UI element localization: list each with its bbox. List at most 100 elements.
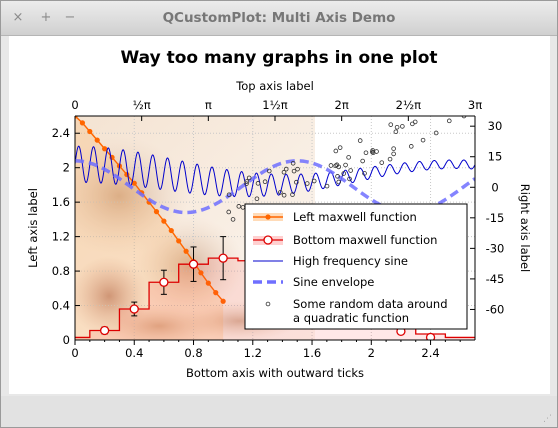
left-maxwell-point	[124, 171, 130, 178]
maximize-button[interactable]: +	[40, 10, 52, 25]
left-maxwell-point	[79, 120, 86, 126]
scatter-point	[335, 174, 340, 179]
left-maxwell-fill	[75, 116, 224, 340]
plot-widget[interactable]: Way too many graphs in one plot 0 0.4 0.8 1…	[9, 36, 550, 394]
resize-grip-icon[interactable]: ⋰	[543, 414, 552, 424]
scatter-point	[455, 89, 459, 93]
scatter-point	[290, 161, 296, 166]
top-axis-label: Top axis label	[235, 79, 314, 93]
scatter-point	[391, 151, 396, 157]
plot-canvas[interactable]: Way too many graphs in one plot 0 0.4 0.8 1…	[9, 36, 550, 394]
top-tick-label: 2π	[335, 98, 349, 112]
high-frequency-sine-line	[75, 145, 475, 198]
scatter-point	[244, 181, 249, 186]
left-tick-label: 0.4	[52, 299, 70, 313]
scatter-point	[266, 168, 272, 174]
scatter-point	[246, 175, 252, 181]
legend-label-random-data: Some random data around a quadratic funct…	[293, 297, 448, 325]
scatter-point	[337, 145, 343, 150]
scatter-point	[379, 160, 385, 165]
scatter-point	[408, 144, 414, 149]
background-image	[75, 116, 315, 340]
right-tick-label: -45	[486, 272, 505, 286]
left-maxwell-point	[198, 270, 204, 276]
right-tick-label: -15	[486, 211, 505, 225]
scatter-point	[262, 179, 268, 184]
close-button[interactable]: ×	[12, 10, 24, 25]
left-maxwell-point	[168, 227, 174, 234]
scatter-point	[230, 217, 236, 222]
scatter-point	[348, 168, 353, 173]
scatter-point	[336, 164, 342, 170]
left-tick-label: 0.8	[52, 264, 70, 278]
scatter-point	[254, 196, 260, 202]
scatter-point	[388, 122, 394, 127]
window-title: QCustomPlot: Multi Axis Demo	[162, 10, 396, 26]
scatter-point	[336, 179, 341, 185]
scatter-point	[226, 209, 232, 215]
top-tick-label: 3π	[468, 98, 482, 112]
scatter-point	[391, 146, 396, 151]
scatter-point	[347, 176, 352, 182]
bottom-maxwell-point	[129, 304, 139, 314]
status-bar: ⋰	[1, 396, 557, 427]
bottom-tick-label: 1.2	[244, 346, 262, 360]
scatter-point	[357, 138, 363, 143]
scatter-point	[311, 178, 317, 184]
minimize-button[interactable]: −	[64, 10, 76, 25]
scatter-point	[374, 149, 379, 154]
scatter-point	[236, 204, 242, 209]
scatter-point	[341, 171, 347, 176]
right-tick-label: 0	[491, 180, 498, 194]
legend-label-bottom-maxwell: Bottom maxwell function	[293, 233, 437, 247]
left-maxwell-point	[213, 290, 219, 296]
left-maxwell-point	[205, 280, 211, 286]
scatter-point	[333, 148, 339, 154]
scatter-point	[343, 162, 348, 168]
bottom-tick-label: 2	[368, 346, 375, 360]
scatter-point	[363, 150, 369, 156]
right-tick-label: 15	[488, 150, 503, 164]
scatter-point	[328, 163, 334, 168]
legend-box	[244, 203, 468, 330]
scatter-point	[291, 168, 297, 174]
scatter-point	[370, 148, 375, 153]
bottom-maxwell-point	[425, 332, 436, 340]
bottom-tick-label: 1.6	[303, 346, 321, 360]
scatter-point	[290, 192, 295, 197]
right-tick-label: 30	[488, 119, 503, 133]
left-maxwell-point	[94, 137, 100, 143]
top-tick-label: ½π	[133, 98, 151, 112]
scatter-point	[462, 108, 466, 112]
scatter-point	[458, 83, 462, 87]
scatter-point	[393, 129, 399, 135]
scatter-point	[255, 181, 261, 186]
left-axis-label: Left axis label	[26, 188, 40, 268]
left-maxwell-point	[161, 218, 167, 224]
left-maxwell-point	[183, 248, 189, 254]
title-bar: × + − QCustomPlot: Multi Axis Demo	[1, 1, 557, 36]
left-maxwell-point	[220, 298, 226, 304]
legend-swatch-bottom-maxwell-point	[263, 235, 273, 245]
left-tick-label: 1.2	[52, 230, 70, 244]
legend-label-high-frequency-sine: High frequency sine	[293, 254, 408, 268]
bottom-maxwell-point	[218, 253, 228, 263]
bottom-axis-label: Bottom axis with outward ticks	[186, 366, 364, 380]
left-maxwell-point	[131, 180, 137, 186]
legend-swatch-scatter	[265, 301, 271, 307]
scatter-point	[360, 158, 365, 164]
scatter-point	[438, 94, 442, 98]
bottom-tick-label: 0.4	[125, 346, 143, 360]
right-tick-label: -30	[486, 241, 505, 255]
scatter-point	[400, 124, 405, 129]
left-maxwell-point	[153, 209, 160, 215]
right-tick-label: -60	[486, 302, 505, 316]
scatter-point	[281, 192, 287, 198]
scatter-point	[281, 169, 287, 175]
top-tick-label: 0	[71, 98, 78, 112]
scatter-point	[283, 166, 289, 172]
top-tick-label: 2½π	[396, 98, 421, 112]
left-maxwell-point	[176, 238, 182, 244]
bottom-tick-label: 2.4	[421, 346, 439, 360]
